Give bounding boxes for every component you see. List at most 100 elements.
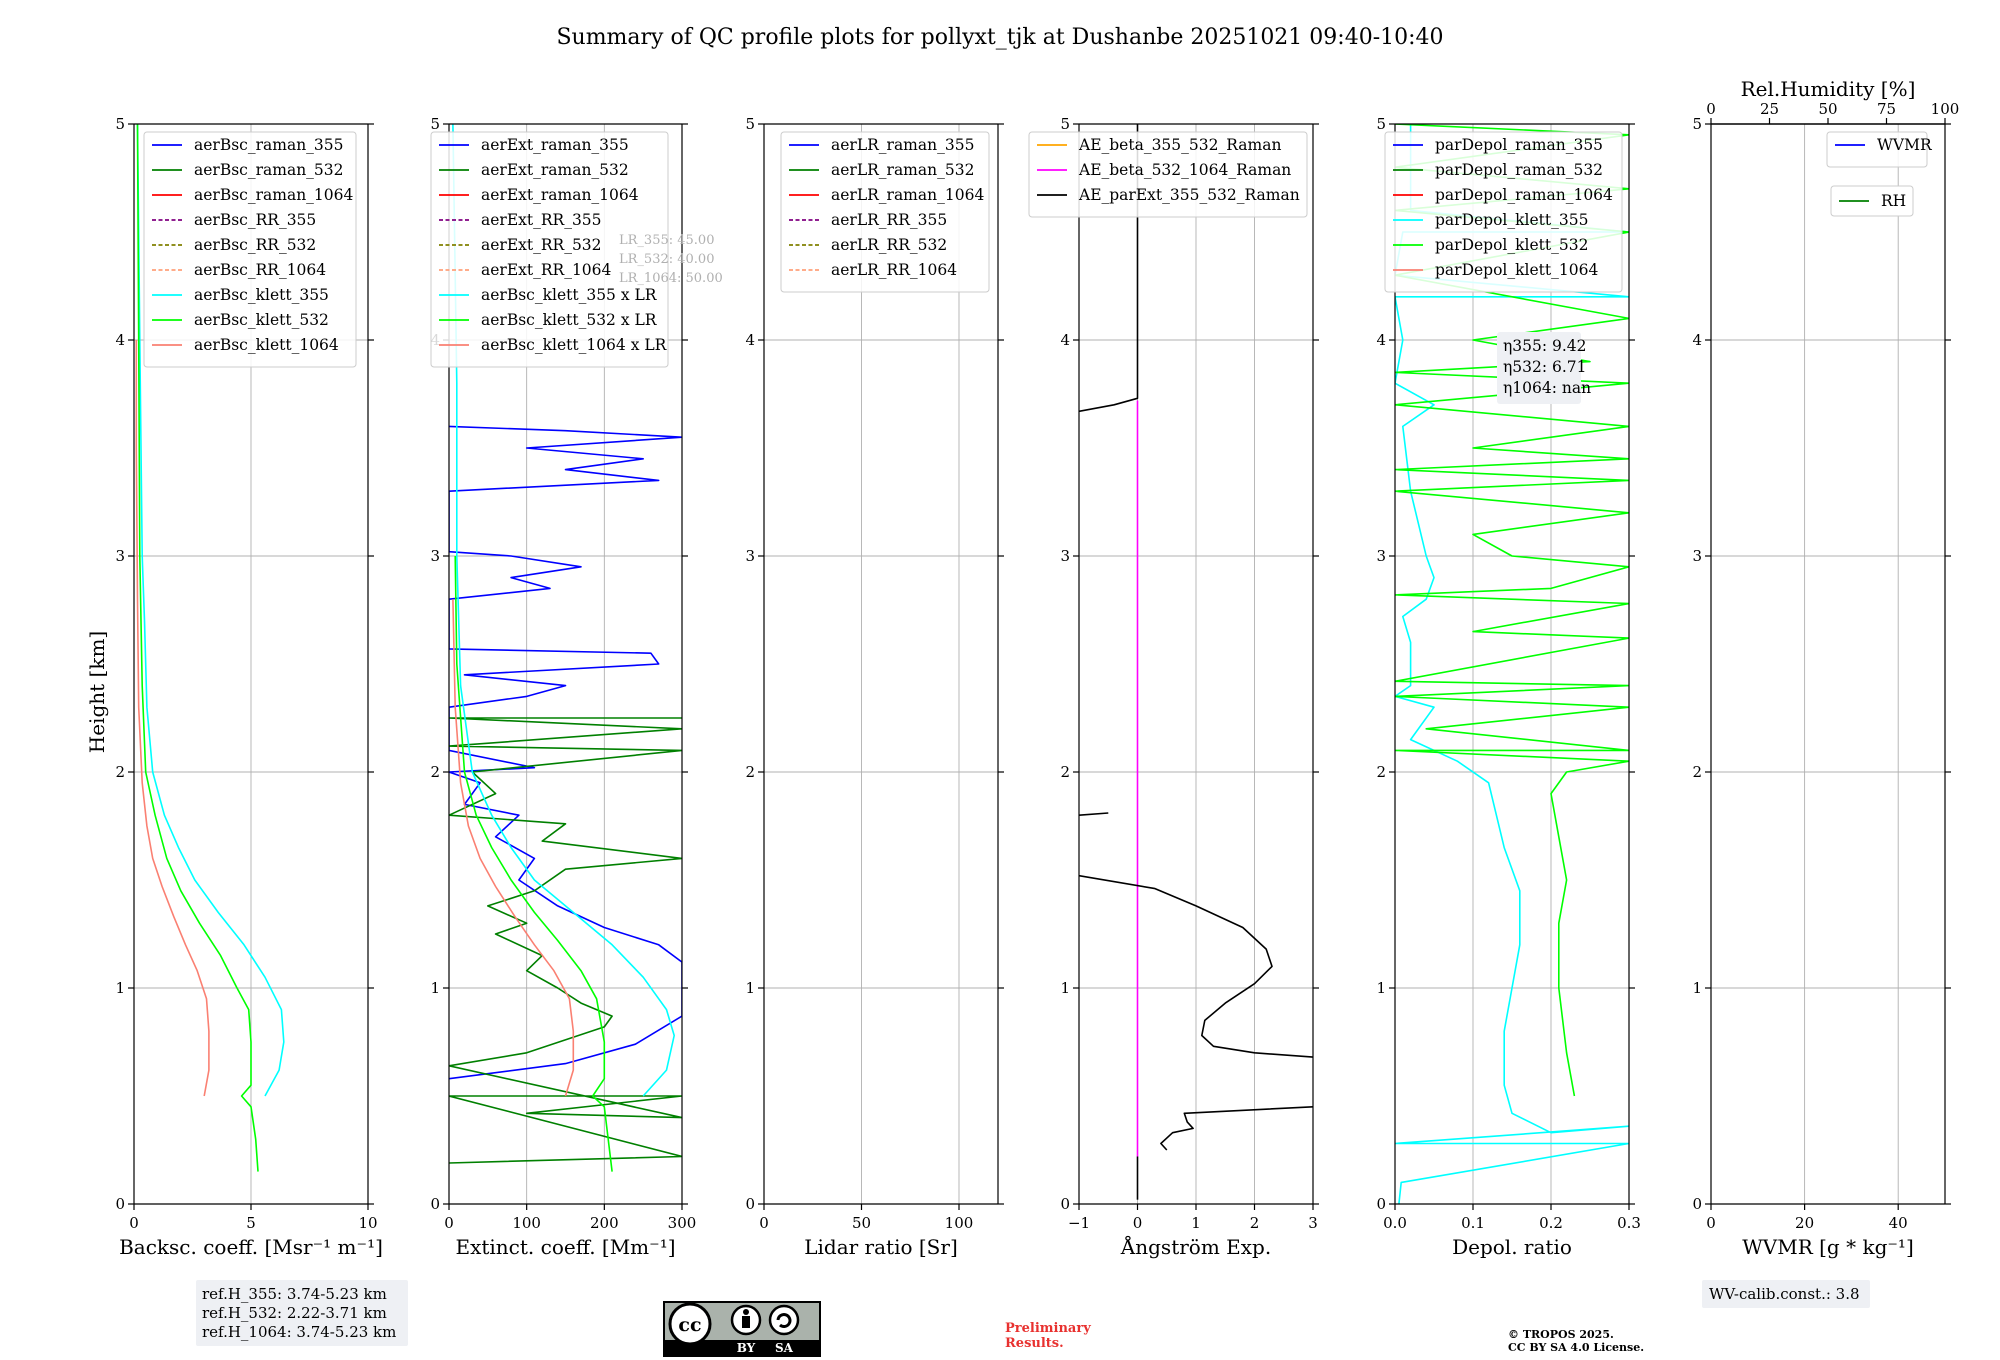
y-tick-label: 1 [115,979,125,997]
legend-entry: RH [1881,192,1906,210]
legend-entry: aerLR_raman_532 [831,161,974,179]
legend-ext: aerExt_raman_355 aerExt_raman_532 aerExt_r… [430,131,669,368]
legend-entry: aerExt_RR_532 [481,236,602,254]
plot-area-ext [449,124,682,1172]
x-tick-label: 5 [246,1214,256,1232]
eta-note: η532: 6.71 [1503,358,1587,376]
x-tick-label: 3 [1308,1214,1318,1232]
legend-entry: aerExt_RR_355 [481,211,602,229]
x-axis-label: Backsc. coeff. [Msr⁻¹ m⁻¹] [119,1235,383,1259]
top-axis-label: Rel.Humidity [%] [1741,77,1916,101]
legend-entry: aerBsc_RR_1064 [194,261,326,279]
legend-lr: aerLR_raman_355 aerLR_raman_532 aerLR_rama… [780,131,990,293]
x-axis-label: WVMR [g * kg⁻¹] [1742,1235,1914,1259]
x-tick-label: −1 [1068,1214,1090,1232]
cc-icon [668,1302,712,1346]
plot-area-ae [1079,124,1313,1200]
y-tick-label: 5 [1060,115,1070,133]
y-tick-label: 0 [745,1195,755,1213]
legend-entry: aerBsc_raman_355 [194,136,344,154]
cc-license-badge[interactable]: cc BY SA [663,1301,821,1357]
series-line-AE_parExt_355_532_Raman (1.8 km) [1079,812,1109,816]
x-tick-label: 100 [512,1214,541,1232]
y-axis-label: Height [km] [85,631,109,753]
y-tick-label: 5 [745,115,755,133]
legend-entry: parDepol_raman_1064 [1435,186,1613,204]
y-tick-label: 2 [1060,763,1070,781]
series-line-aerBsc_klett_355 x LR [452,124,676,1097]
series-line-aerExt_raman_532 [449,717,682,1164]
legend-ae: AE_beta_355_532_Raman AE_beta_532_1064_Ra… [1028,131,1308,218]
y-tick-label: 3 [115,547,125,565]
legend-entry: parDepol_raman_532 [1435,161,1603,179]
legend-entry: aerLR_RR_355 [831,211,947,229]
y-tick-label: 4 [1692,331,1702,349]
x-tick-label: 2 [1250,1214,1260,1232]
legend-entry: aerExt_RR_1064 [481,261,612,279]
ref-height-1064: ref.H_1064: 3.74-5.23 km [202,1323,396,1341]
wv-calib-text: WV-calib.const.: 3.8 [1709,1285,1860,1303]
top-x-tick-label: 100 [1931,100,1960,118]
y-tick-label: 3 [1692,547,1702,565]
y-tick-label: 1 [430,979,440,997]
series-line-parDepol_klett_355 [1395,124,1629,1204]
legend-box [1830,185,1914,217]
legend-entry: aerBsc_RR_355 [194,211,316,229]
legend-entry: aerBsc_klett_532 [194,311,329,329]
x-axis-label: Ångström Exp. [1120,1234,1271,1259]
y-tick-label: 0 [1060,1195,1070,1213]
x-tick-label: 20 [1795,1214,1814,1232]
y-tick-label: 5 [430,115,440,133]
y-tick-label: 2 [745,763,755,781]
eta-notes: η355: 9.42 η532: 6.71 η1064: nan [1497,332,1591,404]
panel-ext: 0123450100200300Extinct. coeff. [Mm⁻¹]ae… [430,115,722,1259]
legend-entry: parDepol_klett_1064 [1435,261,1598,279]
legend-entry: aerExt_raman_532 [481,161,629,179]
y-tick-label: 0 [430,1195,440,1213]
series-line-aerBsc_klett_532 x LR [454,555,613,1172]
legend-wv: WVMR [1826,131,1933,168]
y-tick-label: 3 [1060,547,1070,565]
legend-box [430,131,669,368]
legend-entry: AE_parExt_355_532_Raman [1078,186,1300,204]
legend-entry: parDepol_klett_532 [1435,236,1588,254]
x-axis-label: Lidar ratio [Sr] [804,1235,958,1259]
x-tick-label: 40 [1889,1214,1908,1232]
legend-entry: aerBsc_raman_1064 [194,186,354,204]
y-tick-label: 2 [430,763,440,781]
eta-note: η1064: nan [1503,379,1591,397]
y-tick-label: 3 [430,547,440,565]
y-tick-label: 1 [1060,979,1070,997]
y-tick-label: 0 [1376,1195,1386,1213]
legend-entry: aerExt_raman_1064 [481,186,639,204]
legend-entry: aerBsc_RR_532 [194,236,316,254]
legend-entry: aerLR_raman_1064 [831,186,984,204]
legend-entry: aerExt_raman_355 [481,136,629,154]
series-line-aerBsc_klett_532 [136,124,259,1172]
svg-text:cc: cc [678,1314,701,1336]
sa-share-icon [768,1304,800,1336]
series-line-AE_parExt_355_532_Raman [1160,1106,1313,1151]
y-tick-label: 3 [745,547,755,565]
y-tick-label: 4 [1060,331,1070,349]
y-tick-label: 4 [745,331,755,349]
y-tick-label: 5 [1376,115,1386,133]
legend-entry: aerBsc_klett_355 x LR [481,286,658,304]
x-tick-label: 0 [444,1214,454,1232]
ref-height-532: ref.H_532: 2.22-3.71 km [202,1304,387,1322]
x-tick-label: 300 [668,1214,697,1232]
y-tick-label: 4 [115,331,125,349]
x-tick-label: 0.2 [1539,1214,1563,1232]
panel-depol: 0 1 2 3 4 5 0.0 0.1 0.2 0.3 Depol. ratio parDepol_r… [1376,115,1640,1259]
x-tick-label: 50 [852,1214,871,1232]
series-line-aerExt_raman_355 [449,425,682,1080]
y-tick-label: 0 [1692,1195,1702,1213]
lr-note: LR_1064: 50.00 [619,271,723,286]
x-tick-label: 0 [759,1214,769,1232]
ref-heights-box: ref.H_355: 3.74-5.23 km ref.H_532: 2.22-… [196,1280,408,1346]
legend-entry: aerBsc_klett_355 [194,286,329,304]
y-tick-label: 4 [1376,331,1386,349]
